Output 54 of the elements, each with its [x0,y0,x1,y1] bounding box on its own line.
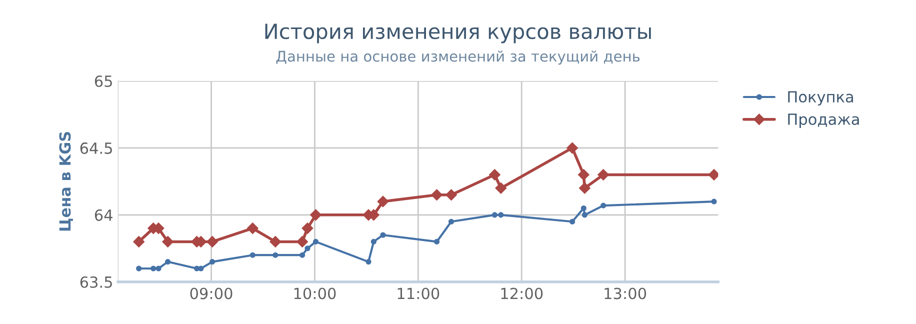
point [132,236,145,248]
point [304,246,310,252]
legend-label: Покупка [788,91,853,106]
legend-label: Продажа [788,114,859,128]
point [445,188,458,201]
point [198,266,204,272]
point [578,168,590,181]
point [492,212,498,218]
point [600,202,606,208]
y-tick-label: 65 [94,75,112,88]
point [366,259,372,265]
x-tick-label: 10:00 [294,288,336,300]
point [162,236,174,248]
point [430,188,443,201]
point [150,266,156,272]
point [495,182,507,194]
y-tick-label: 64 [94,209,112,221]
x-tick-label: 12:00 [501,288,543,300]
point [448,218,454,224]
y-tick-label: 63.5 [80,276,112,288]
point [578,182,591,194]
chart-title: История изменения курсов валюты [265,24,651,44]
point [250,252,256,258]
point [380,232,386,238]
point [210,259,216,265]
point [296,236,308,248]
point [310,209,322,221]
point [312,238,319,244]
point [434,238,440,244]
point [711,198,717,204]
x-tick-label: 09:00 [190,288,232,300]
point [270,236,282,248]
point [498,212,504,218]
point [272,252,278,258]
point [136,266,142,272]
point [370,238,376,244]
chart-subtitle: Данные на основе изменений за текущий день [276,50,640,65]
point [570,218,576,224]
point [165,259,171,265]
point [246,222,259,234]
point [488,168,501,181]
point [597,168,610,181]
point [582,212,588,218]
y-axis-title: Цена в KGS [59,132,73,231]
point [300,252,306,258]
point [302,222,314,234]
point [566,142,578,154]
point [206,236,218,248]
point [377,196,389,208]
y-tick-label: 64.5 [80,142,112,154]
point [580,205,586,211]
x-tick-label: 11:00 [398,288,440,300]
point [156,266,162,272]
x-tick-label: 13:00 [604,288,646,300]
